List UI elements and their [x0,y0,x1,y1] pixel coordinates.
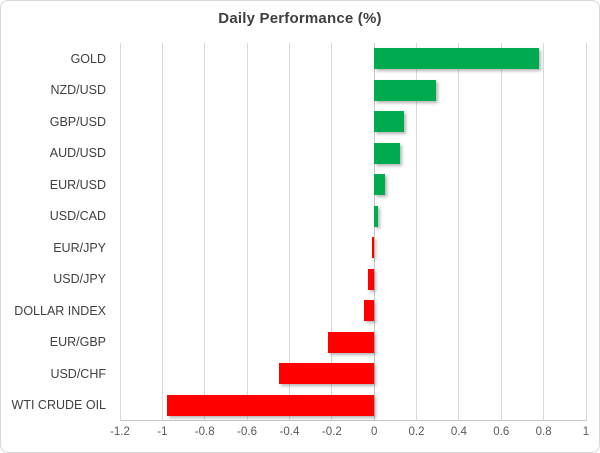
plot-area [119,43,587,421]
category-label: NZD/USD [50,83,106,98]
x-tick-label: 0.4 [450,426,467,438]
x-tick-label: -1 [157,426,168,438]
gridline [500,43,502,421]
category-label: USD/CHF [50,366,106,381]
gridline [246,43,248,421]
bar-usd-jpy [367,268,375,290]
gridline [204,43,206,421]
category-axis: GOLD NZD/USD GBP/USD AUD/USD EUR/USD USD/CAD E… [1,43,113,421]
x-tick-label: -0.2 [321,426,342,438]
category-label: DOLLAR INDEX [14,303,106,318]
bar-gold [374,48,540,70]
gridline [416,43,418,421]
x-axis-tick-labels: -1.2 -1 -0.8 -0.6 -0.4 -0.2 0 0.2 0.4 0.6 0.8 1 [110,426,590,444]
x-axis-line [120,420,586,421]
bar-dollar-index [363,300,375,322]
bar-nzd-usd [374,79,436,101]
bar-aud-usd [374,142,400,164]
category-label: WTI CRUDE OIL [11,398,106,413]
category-label: EUR/GBP [49,335,106,350]
bar-usd-cad [374,205,379,227]
chart-title: Daily Performance (%) [218,10,382,27]
bar-usd-chf [278,363,375,385]
zero-axis-line [373,43,375,421]
x-tick-label: 0.6 [493,426,510,438]
bar-gbp-usd [374,111,404,133]
category-label: USD/JPY [53,272,106,287]
category-label: GBP/USD [49,114,106,129]
x-tick-label: 0 [370,426,378,438]
category-label: EUR/JPY [53,240,106,255]
category-label: GOLD [70,51,106,66]
x-tick-label: 0.8 [535,426,552,438]
gridline [161,43,163,421]
gridline [543,43,545,421]
x-tick-label: -0.8 [194,426,215,438]
x-tick-label: -1.2 [110,426,130,438]
category-label: EUR/USD [49,177,106,192]
x-tick-label: 1 [582,426,590,438]
bar-eur-jpy [372,237,375,259]
bar-eur-gbp [327,331,375,353]
x-tick-label: -0.4 [279,426,300,438]
bar-wti-crude-oil [166,394,375,416]
gridline [331,43,333,421]
x-tick-label: 0.2 [408,426,425,438]
gridline [119,43,121,421]
bar-eur-usd [374,174,385,196]
x-tick-label: -0.6 [237,426,257,438]
gridline [288,43,290,421]
gridline [585,43,587,421]
category-label: AUD/USD [49,146,106,161]
category-label: USD/CAD [49,209,106,224]
gridline [458,43,460,421]
